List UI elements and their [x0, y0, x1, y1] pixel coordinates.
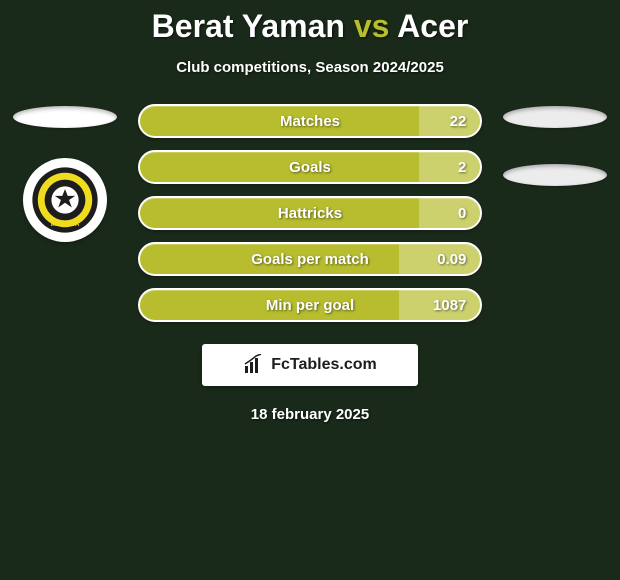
svg-text:MALATYA: MALATYA: [50, 221, 79, 228]
stat-label: Matches: [140, 106, 481, 136]
right-column: [500, 104, 610, 186]
stat-label: Goals: [140, 152, 481, 182]
player1-avatar-placeholder: [13, 106, 117, 128]
brand-box[interactable]: FcTables.com: [202, 344, 418, 386]
stat-bar-min-per-goal: Min per goal 1087: [138, 288, 483, 322]
vs-separator: vs: [354, 8, 390, 44]
stat-label: Min per goal: [140, 290, 481, 320]
player2-name: Acer: [397, 8, 468, 44]
main-row: MALATYA Matches 22 Goals 2 Hattricks 0: [0, 104, 620, 322]
left-column: MALATYA: [10, 104, 120, 242]
stats-column: Matches 22 Goals 2 Hattricks 0 Goals per…: [138, 104, 483, 322]
stat-value: 0.09: [437, 244, 466, 274]
player2-avatar-placeholder: [503, 106, 607, 128]
club-badge-icon: MALATYA: [31, 166, 99, 234]
page-title: Berat Yaman vs Acer: [0, 8, 620, 45]
stat-label: Goals per match: [140, 244, 481, 274]
bar-chart-icon: [243, 354, 265, 376]
stat-label: Hattricks: [140, 198, 481, 228]
brand-text: FcTables.com: [271, 356, 377, 374]
player2-club-placeholder: [503, 164, 607, 186]
subtitle: Club competitions, Season 2024/2025: [0, 59, 620, 76]
stat-bar-goals-per-match: Goals per match 0.09: [138, 242, 483, 276]
comparison-widget: Berat Yaman vs Acer Club competitions, S…: [0, 0, 620, 580]
player1-name: Berat Yaman: [152, 8, 345, 44]
stat-bar-matches: Matches 22: [138, 104, 483, 138]
stat-bar-hattricks: Hattricks 0: [138, 196, 483, 230]
date-line: 18 february 2025: [0, 406, 620, 423]
stat-value: 0: [458, 198, 466, 228]
stat-value: 2: [458, 152, 466, 182]
stat-value: 22: [450, 106, 467, 136]
stat-value: 1087: [433, 290, 466, 320]
player1-club-badge: MALATYA: [23, 158, 107, 242]
stat-bar-goals: Goals 2: [138, 150, 483, 184]
